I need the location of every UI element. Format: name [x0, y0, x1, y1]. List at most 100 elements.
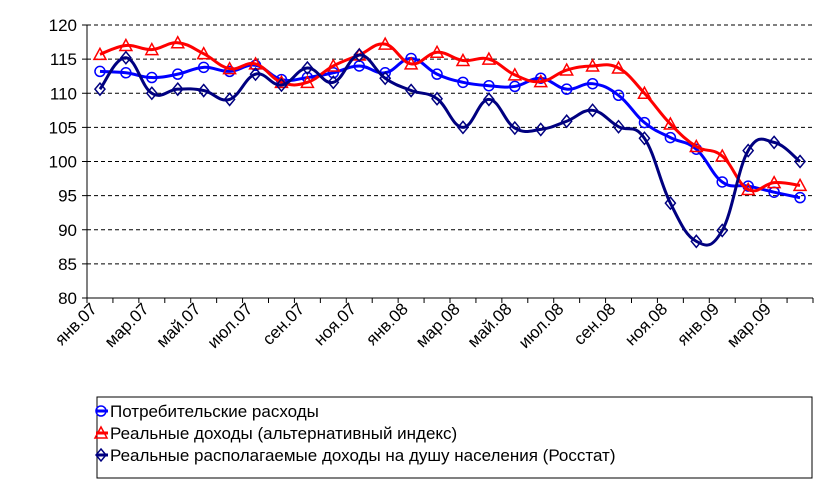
data-point	[742, 143, 755, 158]
data-point	[612, 119, 625, 134]
y-tick-label: 105	[49, 118, 77, 137]
data-point	[455, 52, 471, 67]
data-point	[716, 176, 728, 188]
data-point	[170, 35, 186, 49]
data-point	[507, 67, 523, 81]
x-tick-label: сен.07	[259, 299, 308, 348]
data-point	[663, 116, 678, 130]
data-point	[146, 71, 158, 84]
data-point	[249, 66, 262, 82]
data-point	[145, 86, 158, 101]
data-point	[509, 80, 521, 93]
legend-marker	[95, 447, 107, 463]
data-point	[689, 138, 704, 153]
x-tick-label: июл.08	[515, 299, 568, 352]
x-tick-label: ноя.08	[621, 299, 671, 349]
data-point	[301, 60, 314, 76]
data-point	[586, 77, 599, 90]
y-tick-label: 110	[50, 84, 77, 103]
data-point	[482, 92, 495, 107]
data-point	[637, 85, 652, 99]
data-point	[144, 42, 160, 56]
series-line	[98, 53, 801, 247]
data-point	[792, 177, 808, 192]
data-point	[403, 56, 419, 70]
x-tick-label: май.07	[153, 299, 205, 351]
data-point	[638, 116, 651, 129]
x-tick-label: июл.07	[204, 299, 257, 352]
data-point	[534, 122, 547, 137]
x-tick-label: янв.08	[362, 299, 412, 349]
data-point	[535, 72, 547, 84]
y-tick-label: 115	[50, 50, 77, 69]
data-point	[196, 46, 211, 60]
data-point	[120, 67, 132, 79]
data-point	[559, 62, 574, 76]
x-tick-label: ноя.07	[310, 299, 360, 349]
y-tick-label: 100	[49, 153, 77, 172]
data-point	[560, 114, 573, 129]
data-point	[716, 223, 729, 238]
data-point	[766, 175, 782, 189]
data-point	[223, 92, 236, 107]
data-point	[300, 74, 315, 89]
data-point	[405, 83, 418, 98]
data-point	[533, 74, 549, 88]
data-point	[483, 79, 495, 92]
y-tick-label: 95	[58, 187, 77, 206]
data-point	[638, 131, 651, 146]
x-tick-label: янв.09	[673, 299, 723, 349]
data-point	[481, 51, 497, 65]
data-point	[118, 37, 134, 52]
legend	[96, 396, 813, 479]
series-line	[99, 56, 801, 200]
legend-label: Реальные располагаемые доходы на душу на…	[110, 446, 615, 465]
data-point	[664, 131, 677, 144]
x-tick-label: мар.09	[723, 299, 775, 351]
x-tick-label: мар.08	[412, 299, 464, 351]
data-point	[690, 234, 703, 249]
data-point	[172, 68, 184, 80]
data-point	[740, 181, 756, 196]
data-point	[457, 76, 469, 89]
data-point	[612, 89, 625, 102]
data-point	[275, 77, 288, 93]
y-tick-label: 80	[58, 289, 77, 308]
data-point	[92, 46, 108, 61]
data-point	[197, 83, 210, 98]
data-point	[429, 44, 445, 59]
data-point	[197, 61, 210, 74]
data-point	[431, 68, 443, 80]
data-point	[93, 81, 106, 97]
data-point	[794, 191, 806, 204]
data-point	[327, 75, 340, 90]
data-point	[560, 83, 573, 95]
data-point	[768, 135, 781, 150]
data-point	[377, 36, 393, 50]
x-tick-label: май.08	[464, 299, 516, 351]
legend-label: Реальные доходы (альтернативный индекс)	[110, 424, 457, 443]
legend-marker	[93, 425, 109, 439]
data-point	[586, 103, 599, 118]
data-point	[119, 50, 132, 65]
data-point	[353, 47, 366, 63]
data-point	[714, 148, 730, 162]
data-point	[456, 120, 469, 135]
series-line	[99, 41, 801, 193]
legend-marker	[95, 405, 107, 417]
y-tick-label: 90	[58, 221, 77, 240]
legend-label: Потребительские расходы	[110, 402, 319, 421]
y-tick-label: 120	[49, 16, 77, 35]
x-tick-label: мар.07	[101, 299, 153, 351]
data-point	[326, 58, 341, 72]
y-tick-label: 85	[58, 255, 77, 274]
data-point	[327, 67, 340, 79]
x-tick-label: сен.08	[570, 299, 619, 348]
data-point	[379, 71, 392, 86]
data-point	[794, 154, 807, 169]
data-point	[508, 120, 521, 136]
data-point	[431, 91, 444, 106]
data-point	[222, 61, 237, 75]
data-point	[171, 81, 184, 97]
